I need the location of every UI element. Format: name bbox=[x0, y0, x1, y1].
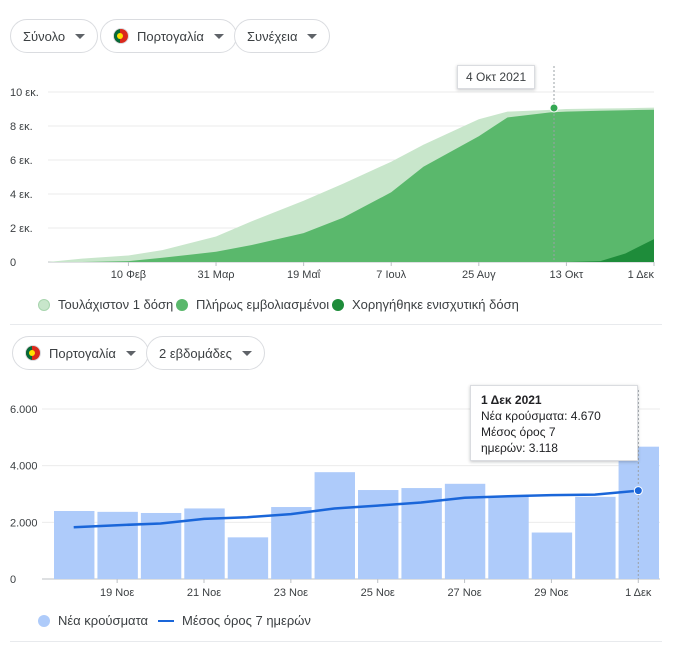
country-filter-chip[interactable]: Πορτογαλία bbox=[100, 19, 237, 53]
legend-fully-vaccinated[interactable]: Πλήρως εμβολιασμένοι bbox=[176, 297, 329, 312]
x-tick-label: 1 Δεκ bbox=[628, 269, 655, 281]
chevron-down-icon bbox=[307, 33, 318, 39]
case-bar bbox=[618, 446, 659, 579]
x-tick-label: 23 Νοε bbox=[274, 587, 308, 599]
case-bar bbox=[97, 511, 138, 579]
country-filter-label: Πορτογαλία bbox=[137, 28, 204, 44]
period-filter-chip[interactable]: 2 εβδομάδες bbox=[146, 336, 265, 370]
x-tick-label: 19 Νοε bbox=[100, 587, 134, 599]
vaccination-chart[interactable]: 10 εκ. 8 εκ. 6 εκ. 4 εκ. 2 εκ. 0 10 Φεβ 31 Μαρ… bbox=[0, 0, 684, 290]
x-tick-label: 31 Μαρ bbox=[197, 269, 234, 281]
legend-label: Μέσος όρος 7 ημερών bbox=[182, 613, 311, 628]
legend-dot bbox=[38, 298, 50, 311]
vaccination-tooltip-date: 4 Οκτ 2021 bbox=[466, 70, 527, 84]
legend-booster[interactable]: Χορηγήθηκε ενισχυτική δόση bbox=[332, 297, 519, 312]
chevron-down-icon bbox=[241, 350, 252, 356]
case-bar bbox=[54, 511, 95, 579]
chevron-down-icon bbox=[75, 33, 86, 39]
mode-filter-label: Συνέχεια bbox=[247, 28, 298, 44]
case-bar bbox=[227, 537, 269, 579]
x-tick-label: 29 Νοε bbox=[534, 587, 568, 599]
y-tick-label: 6.000 bbox=[10, 404, 38, 416]
section-divider bbox=[10, 641, 662, 642]
y-tick-label: 2 εκ. bbox=[10, 223, 33, 235]
x-tick-label: 25 Νοε bbox=[361, 587, 395, 599]
case-bar bbox=[575, 496, 616, 579]
legend-label: Νέα κρούσματα bbox=[58, 613, 149, 628]
cases-tooltip-date: 1 Δεκ 2021 bbox=[481, 393, 542, 407]
y-tick-label: 6 εκ. bbox=[10, 155, 33, 167]
legend-label: Πλήρως εμβολιασμένοι bbox=[196, 297, 330, 312]
chevron-down-icon bbox=[213, 33, 224, 39]
cases-tooltip: 1 Δεκ 2021 Νέα κρούσματα: 4.670 Μέσος όρ… bbox=[470, 385, 638, 461]
period-filter-label: 2 εβδομάδες bbox=[159, 345, 232, 361]
mode-filter-chip[interactable]: Συνέχεια bbox=[234, 19, 331, 53]
cases-tooltip-new-cases: Νέα κρούσματα: 4.670 bbox=[481, 409, 601, 423]
metric-filter-label: Σύνολο bbox=[23, 28, 66, 44]
cases-tooltip-average-line1: Μέσος όρος 7 bbox=[481, 425, 556, 439]
y-tick-label: 8 εκ. bbox=[10, 121, 33, 133]
x-tick-label: 27 Νοε bbox=[447, 587, 481, 599]
legend-label: Χορηγήθηκε ενισχυτική δόση bbox=[352, 297, 519, 312]
vaccination-chart-areas bbox=[48, 107, 654, 262]
legend-label: Τουλάχιστον 1 δόση bbox=[58, 297, 174, 312]
cases-chart-x-axis: 19 Νοε 21 Νοε 23 Νοε 25 Νοε 27 Νοε 29 Νοε 1 Δε… bbox=[100, 579, 652, 599]
legend-at-least-one[interactable]: Τουλάχιστον 1 δόση bbox=[38, 297, 173, 312]
vaccination-tooltip: 4 Οκτ 2021 bbox=[457, 65, 536, 89]
x-tick-label: 21 Νοε bbox=[187, 587, 221, 599]
y-tick-label: 4.000 bbox=[10, 461, 38, 473]
legend-new-cases[interactable]: Νέα κρούσματα bbox=[38, 613, 148, 628]
legend-dot bbox=[332, 298, 344, 311]
cases-chart-average-line bbox=[73, 390, 643, 579]
chevron-down-icon bbox=[125, 350, 136, 356]
hover-indicator-dot bbox=[549, 103, 559, 113]
cases-chart-bars bbox=[54, 446, 659, 579]
cases-tooltip-average-line2: ημερών: 3.118 bbox=[481, 441, 558, 455]
cases-chart-y-axis: 6.000 4.000 2.000 0 bbox=[10, 404, 38, 586]
case-bar bbox=[531, 532, 573, 579]
y-tick-label: 2.000 bbox=[10, 517, 38, 529]
metric-filter-chip[interactable]: Σύνολο bbox=[10, 19, 99, 53]
x-tick-label: 1 Δεκ bbox=[625, 587, 652, 599]
x-tick-label: 25 Αυγ bbox=[462, 269, 496, 281]
legend-dot bbox=[176, 298, 188, 311]
vaccination-chart-x-axis: 10 Φεβ 31 Μαρ 19 Μαΐ 7 Ιουλ 25 Αυγ 13 Οκτ 1 Δε… bbox=[111, 262, 655, 281]
case-bar bbox=[488, 496, 529, 579]
vaccination-chart-y-axis: 10 εκ. 8 εκ. 6 εκ. 4 εκ. 2 εκ. 0 bbox=[10, 87, 39, 269]
legend-line bbox=[158, 619, 174, 622]
y-tick-label: 10 εκ. bbox=[10, 87, 39, 99]
cases-country-filter-chip[interactable]: Πορτογαλία bbox=[12, 336, 149, 370]
legend-dot bbox=[38, 614, 50, 627]
x-tick-label: 13 Οκτ bbox=[550, 269, 584, 281]
x-tick-label: 10 Φεβ bbox=[111, 269, 146, 281]
legend-seven-day-average[interactable]: Μέσος όρος 7 ημερών bbox=[158, 613, 311, 628]
y-tick-label: 4 εκ. bbox=[10, 189, 33, 201]
section-divider bbox=[10, 324, 662, 325]
series-area-2 bbox=[48, 109, 654, 262]
average-line bbox=[73, 489, 639, 529]
x-tick-label: 7 Ιουλ bbox=[376, 269, 406, 281]
case-bar bbox=[314, 472, 355, 579]
hover-indicator-dot bbox=[633, 486, 643, 496]
y-tick-label: 0 bbox=[10, 574, 16, 586]
portugal-flag-icon bbox=[25, 345, 41, 361]
case-bar bbox=[271, 507, 312, 579]
y-tick-label: 0 bbox=[10, 257, 16, 269]
x-tick-label: 19 Μαΐ bbox=[287, 269, 321, 281]
portugal-flag-icon bbox=[113, 28, 129, 44]
cases-country-filter-label: Πορτογαλία bbox=[49, 345, 116, 361]
